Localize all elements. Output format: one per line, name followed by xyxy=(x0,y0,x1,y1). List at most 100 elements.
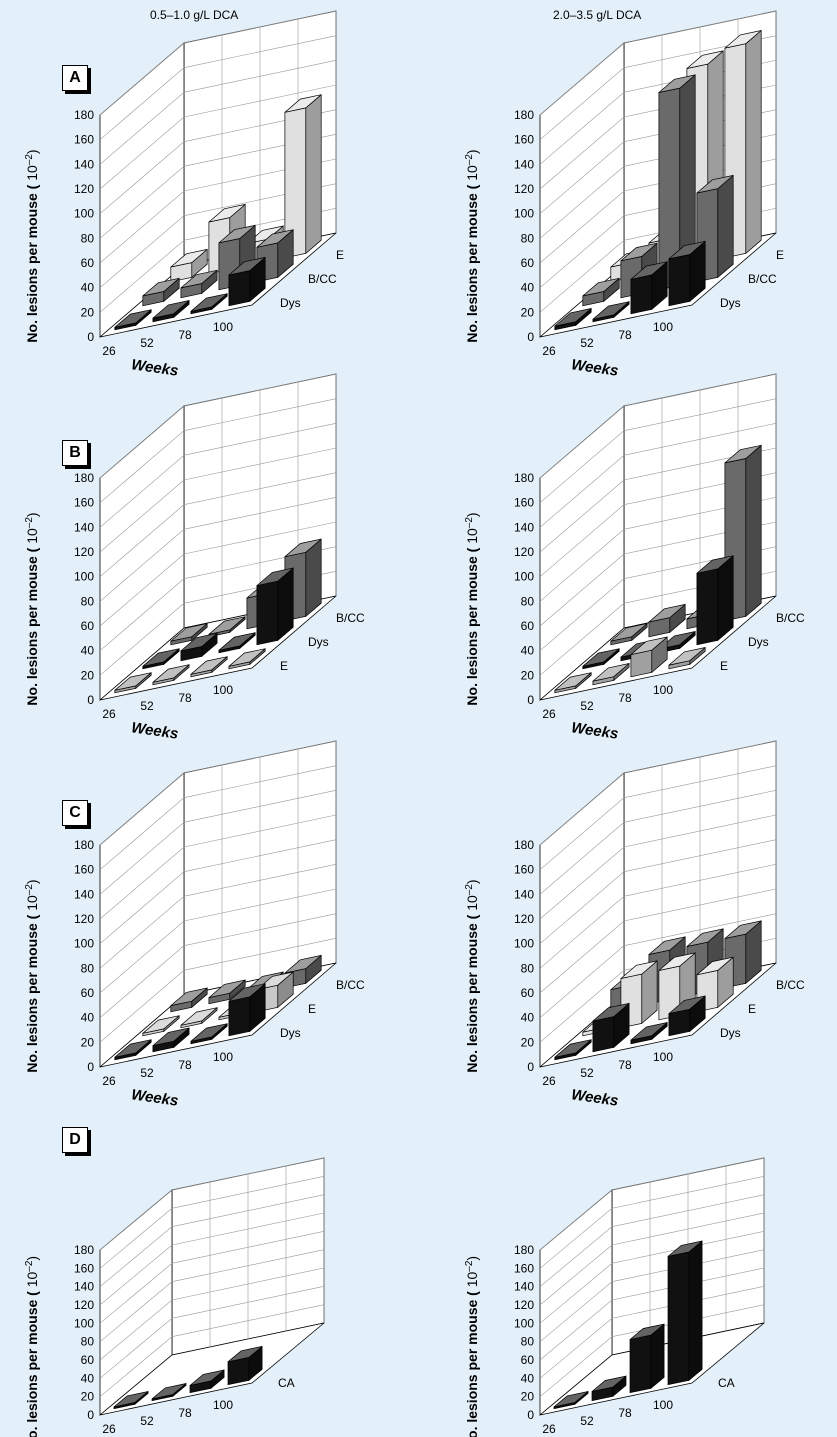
y-tick-label: 80 xyxy=(81,594,95,608)
bar xyxy=(629,1323,665,1394)
y-tick-label: 180 xyxy=(514,838,534,852)
bar xyxy=(190,655,228,678)
y-tick-label: 100 xyxy=(514,937,534,951)
series-label: Dys xyxy=(748,635,769,649)
gridline xyxy=(539,1194,765,1287)
x-tick-label: 26 xyxy=(542,707,556,721)
gridline xyxy=(539,1157,765,1251)
x-tick-label: 52 xyxy=(580,1066,594,1080)
y-tick-label: 120 xyxy=(74,1298,94,1312)
x-tick-label: 78 xyxy=(618,328,632,342)
chart-b-high-dose: 0 20 40 60 80 100 120 140 160 180 26 52 78 100 E Dys B/C… xyxy=(464,373,805,743)
bar xyxy=(208,979,246,1005)
y-tick-label: 60 xyxy=(521,256,535,270)
series-label: Dys xyxy=(720,1026,741,1040)
bar xyxy=(190,1022,228,1045)
x-tick-label: 100 xyxy=(653,1050,673,1064)
gridline xyxy=(99,1286,325,1379)
y-axis-label: No. lesions per mouse ( 10–2) xyxy=(24,1256,40,1437)
x-tick-label: 78 xyxy=(618,691,632,705)
x-tick-label: 100 xyxy=(213,1050,233,1064)
bar xyxy=(218,631,256,654)
gridline xyxy=(99,472,337,577)
y-tick-label: 20 xyxy=(81,1390,95,1404)
bar xyxy=(554,307,592,331)
series-label: B/CC xyxy=(336,978,365,992)
y-tick-label: 140 xyxy=(74,520,94,534)
y-tick-label: 80 xyxy=(521,231,535,245)
bar xyxy=(582,277,620,307)
x-tick-label: 78 xyxy=(618,1406,632,1420)
bar xyxy=(152,1027,190,1053)
gridline xyxy=(99,888,337,994)
y-tick-label: 180 xyxy=(74,471,94,485)
y-tick-label: 20 xyxy=(521,668,535,682)
series-label: B/CC xyxy=(776,611,805,625)
y-tick-label: 140 xyxy=(514,1280,534,1294)
y-tick-label: 0 xyxy=(527,330,534,344)
y-tick-label: 20 xyxy=(521,1035,535,1049)
gridline xyxy=(539,10,777,116)
bar xyxy=(553,1390,589,1410)
x-tick-label: 52 xyxy=(140,1066,154,1080)
y-tick-label: 160 xyxy=(514,496,534,510)
x-tick-label: 52 xyxy=(580,1414,594,1428)
gridline xyxy=(99,938,337,1043)
x-tick-label: 26 xyxy=(102,344,116,358)
gridline xyxy=(99,423,337,528)
bar xyxy=(152,299,190,323)
y-axis-label: No. lesions per mouse ( 10–2) xyxy=(24,879,40,1072)
x-tick-label: 78 xyxy=(178,1058,192,1072)
gridline xyxy=(539,913,777,1018)
bar xyxy=(180,1006,218,1029)
y-tick-label: 20 xyxy=(81,668,95,682)
gridline xyxy=(99,84,337,190)
bar xyxy=(648,603,686,638)
x-tick-label: 26 xyxy=(542,1074,556,1088)
y-tick-label: 100 xyxy=(74,937,94,951)
x-tick-label: 52 xyxy=(580,699,594,713)
y-tick-label: 160 xyxy=(514,863,534,877)
x-tick-label: 26 xyxy=(102,1422,116,1436)
y-tick-label: 160 xyxy=(74,133,94,147)
y-tick-label: 180 xyxy=(74,838,94,852)
gridline xyxy=(539,423,777,528)
bar xyxy=(630,636,668,678)
y-tick-label: 100 xyxy=(514,570,534,584)
series-label: E xyxy=(280,659,288,673)
bar xyxy=(592,662,630,686)
y-tick-label: 60 xyxy=(81,619,95,633)
y-tick-label: 180 xyxy=(514,108,534,122)
bar xyxy=(630,1021,668,1045)
y-tick-label: 20 xyxy=(521,305,535,319)
gridline xyxy=(539,1176,765,1269)
gridline xyxy=(539,790,777,895)
bar xyxy=(554,671,592,694)
y-tick-label: 0 xyxy=(527,693,534,707)
x-tick-label: 26 xyxy=(102,707,116,721)
gridline xyxy=(99,60,337,165)
bar xyxy=(142,647,180,670)
y-tick-label: 180 xyxy=(74,1243,94,1257)
y-tick-label: 140 xyxy=(514,887,534,901)
bar xyxy=(658,952,696,1021)
bar xyxy=(190,292,228,315)
y-axis-label: No. lesions per mouse ( 10–2) xyxy=(24,512,40,705)
y-tick-label: 0 xyxy=(87,1408,94,1422)
y-tick-label: 0 xyxy=(87,330,94,344)
gridline xyxy=(99,447,337,553)
x-tick-label: 100 xyxy=(653,683,673,697)
gridline xyxy=(539,888,777,994)
series-label: Dys xyxy=(280,296,301,310)
y-tick-label: 0 xyxy=(87,693,94,707)
y-tick-label: 120 xyxy=(74,545,94,559)
series-label: E xyxy=(776,248,784,262)
gridline xyxy=(539,1231,765,1324)
bar xyxy=(228,256,266,307)
bar xyxy=(668,995,706,1037)
gridline xyxy=(99,1249,325,1342)
chart-b-low-dose: 0 20 40 60 80 100 120 140 160 180 26 52 78 100 E Dys B/C… xyxy=(24,373,365,743)
x-axis-label: Weeks xyxy=(570,1086,619,1109)
x-tick-label: 26 xyxy=(102,1074,116,1088)
series-label: CA xyxy=(278,1376,295,1390)
